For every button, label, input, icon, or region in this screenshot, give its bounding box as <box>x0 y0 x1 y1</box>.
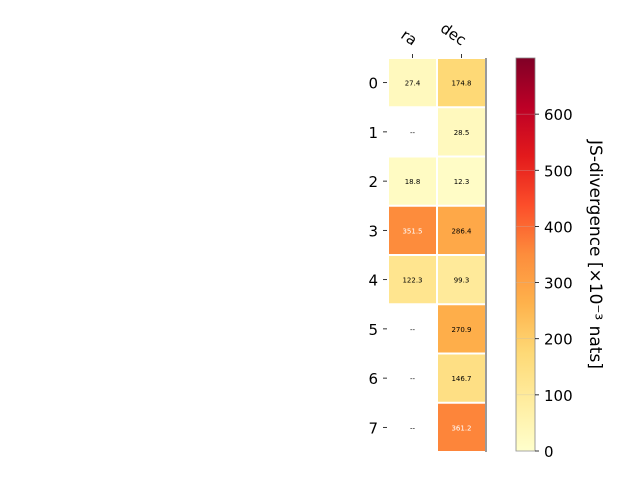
y-tick-label: 6 <box>368 370 378 388</box>
colorbar-tick-label: 100 <box>544 387 573 405</box>
colorbar-tick-label: 600 <box>544 106 573 124</box>
cell-value-label: 28.5 <box>454 129 470 137</box>
cell-value-label: 12.3 <box>454 178 470 186</box>
heatmap-cell <box>389 206 436 254</box>
colorbar-label: JS-divergence [×10⁻³ nats] <box>585 139 605 369</box>
cell-missing-label: -- <box>410 326 416 334</box>
colorbar-tick-label: 300 <box>544 275 573 293</box>
cell-value-label: 99.3 <box>454 277 470 285</box>
colorbar: 0 100 200 300 400 500 600 JS-divergence [×10⁻³ … <box>515 57 605 461</box>
cell-value-label: 27.4 <box>405 80 421 88</box>
colorbar-tick-label: 0 <box>544 443 554 461</box>
heatmap-cell <box>438 256 485 304</box>
colorbar-tick-label: 400 <box>544 218 573 236</box>
x-tick-label: ra <box>398 26 421 50</box>
y-tick-label: 2 <box>368 173 378 191</box>
colorbar-gradient <box>515 57 536 452</box>
heatmap-cell <box>438 157 485 205</box>
heatmap-cell <box>389 256 436 304</box>
heatmap-cell <box>438 305 485 353</box>
cell-value-label: 286.4 <box>451 227 472 235</box>
cell-value-label: 174.8 <box>451 80 471 88</box>
y-tick-label: 0 <box>368 75 378 93</box>
cell-missing-label: -- <box>410 129 416 137</box>
heatmap-cell <box>438 206 485 254</box>
colorbar-tick-label: 500 <box>544 162 573 180</box>
heatmap-grid: 27.4 174.8 -- 28.5 18.8 12.3 351.5 286.4 122.3 99… <box>389 58 487 452</box>
y-tick-label: 1 <box>368 124 378 142</box>
cell-missing-label: -- <box>410 424 416 432</box>
heatmap-cell <box>438 403 485 451</box>
cell-value-label: 18.8 <box>405 178 421 186</box>
cell-value-label: 122.3 <box>402 277 422 285</box>
cell-value-label: 361.2 <box>451 424 471 432</box>
y-tick-label: 5 <box>368 321 378 339</box>
y-tick-label: 4 <box>368 272 378 290</box>
heatmap-cell <box>438 59 485 107</box>
x-tick-label: dec <box>437 19 469 49</box>
cell-value-label: 270.9 <box>451 326 471 334</box>
heatmap-cell <box>389 157 436 205</box>
y-tick-label: 3 <box>368 222 378 240</box>
heatmap-cell <box>438 108 485 156</box>
cell-value-label: 146.7 <box>451 375 471 383</box>
cell-missing-label: -- <box>410 375 416 383</box>
heatmap-cell <box>389 59 436 107</box>
heatmap-cell <box>438 354 485 402</box>
cell-value-label: 351.5 <box>402 227 422 235</box>
y-axis: 0 1 2 3 4 5 6 7 <box>368 75 387 437</box>
colorbar-tick-label: 200 <box>544 331 573 349</box>
y-tick-label: 7 <box>368 419 378 437</box>
x-axis: ra dec <box>398 19 470 58</box>
